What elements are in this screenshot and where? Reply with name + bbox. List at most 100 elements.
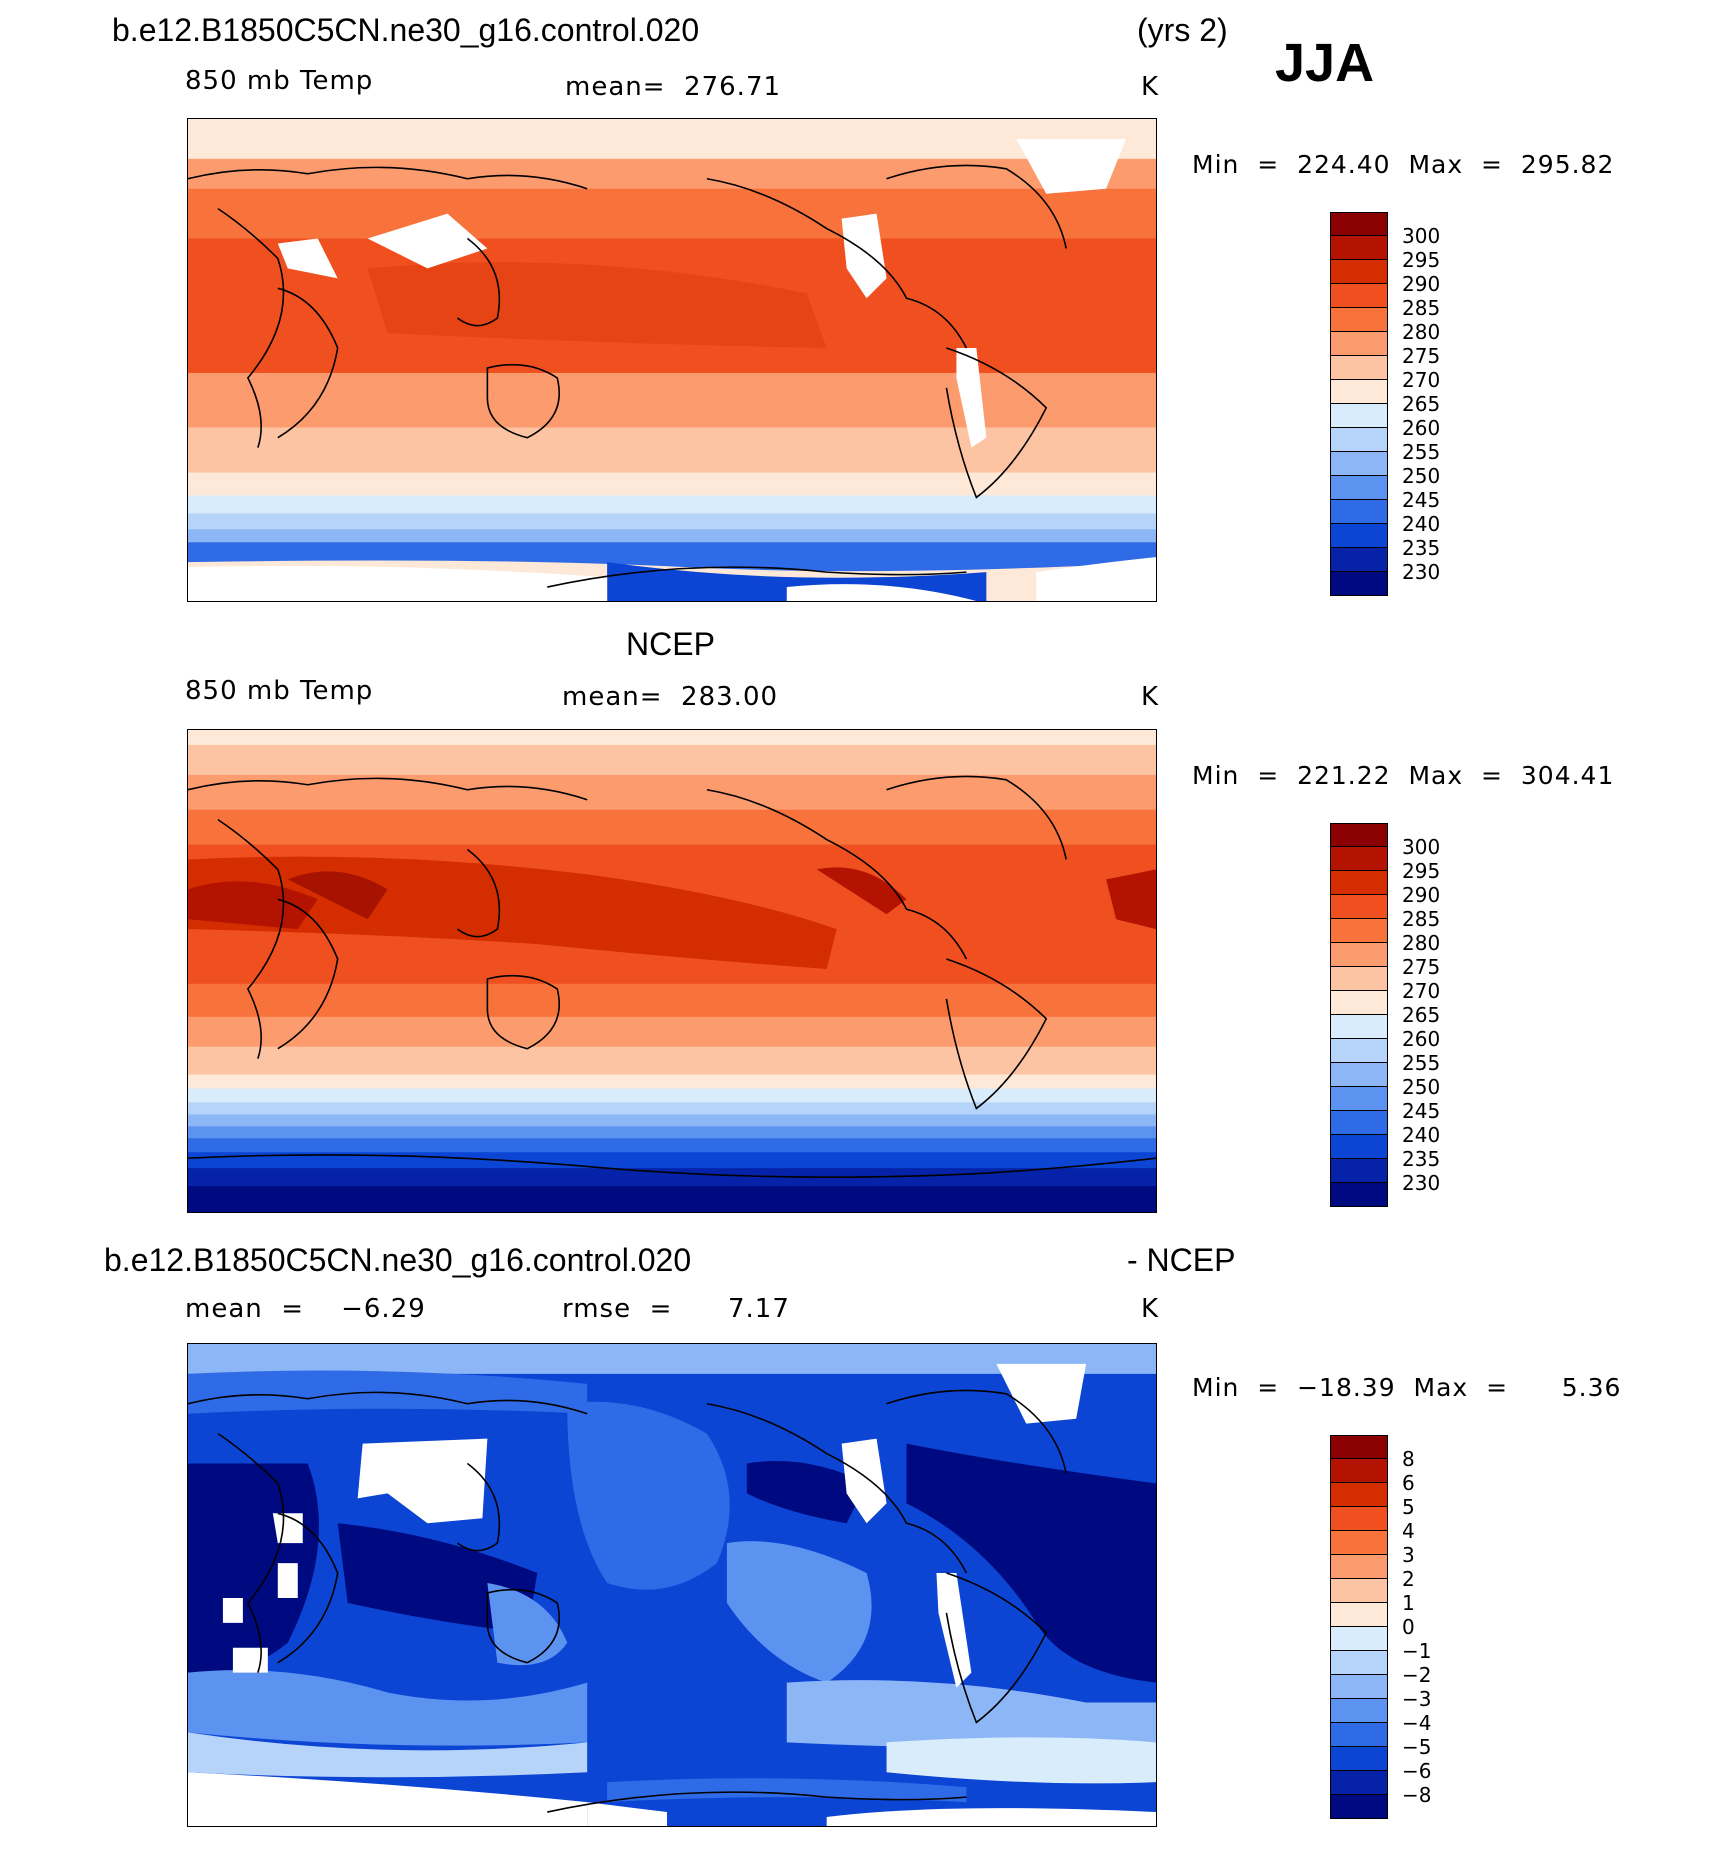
colorbar-swatch [1330,260,1388,284]
colorbar-label: 2 [1402,1567,1415,1591]
colorbar-label: 3 [1402,1543,1415,1567]
colorbar-swatch [1330,1651,1388,1675]
colorbar-swatch [1330,524,1388,548]
colorbar-swatch [1330,919,1388,943]
colorbar-label: 235 [1402,1147,1441,1171]
colorbar-swatch [1330,1675,1388,1699]
colorbar-label: 270 [1402,368,1441,392]
colorbar-swatch [1330,1459,1388,1483]
map-panel-difference [187,1343,1157,1827]
colorbar-swatch [1330,212,1388,236]
colorbar-swatch [1330,332,1388,356]
colorbar-label: 260 [1402,416,1441,440]
colorbar-swatch [1330,1039,1388,1063]
colorbar-label: 240 [1402,512,1441,536]
colorbar-label: −2 [1402,1663,1432,1687]
colorbar-label: −6 [1402,1759,1432,1783]
colorbar-swatch [1330,1795,1388,1819]
colorbar-swatch [1330,380,1388,404]
colorbar-label: 280 [1402,320,1441,344]
map-panel-model [187,118,1157,602]
colorbar-swatch [1330,1063,1388,1087]
colorbar-label: 275 [1402,344,1441,368]
colorbar-label: 295 [1402,859,1441,883]
ncep-temperature-map [188,730,1156,1212]
colorbar-swatch [1330,1507,1388,1531]
panel1-units: K [1141,72,1160,102]
colorbar-label: 280 [1402,931,1441,955]
panel2-minmax: Min = 221.22 Max = 304.41 [1192,761,1615,790]
colorbar-swatch [1330,308,1388,332]
colorbar-swatch [1330,895,1388,919]
panel1-minmax: Min = 224.40 Max = 295.82 [1192,150,1615,179]
colorbar-swatch [1330,1531,1388,1555]
panel3-mean: mean = −6.29 [185,1294,426,1324]
case-title: b.e12.B1850C5CN.ne30_g16.control.020 [112,12,700,48]
colorbar-label: 1 [1402,1591,1415,1615]
colorbar-label: 290 [1402,272,1441,296]
colorbar-label: 285 [1402,296,1441,320]
colorbar-label: −8 [1402,1783,1432,1807]
colorbar-swatch [1330,1699,1388,1723]
colorbar-label: 245 [1402,488,1441,512]
colorbar-swatch [1330,1435,1388,1459]
colorbar-label: 4 [1402,1519,1415,1543]
colorbar-label: 255 [1402,440,1441,464]
colorbar-swatch [1330,548,1388,572]
colorbar-label: 270 [1402,979,1441,1003]
colorbar-label: 5 [1402,1495,1415,1519]
colorbar-label: 265 [1402,1003,1441,1027]
colorbar-label: 255 [1402,1051,1441,1075]
season-label: JJA [1275,33,1375,93]
colorbar-label: 300 [1402,224,1441,248]
colorbar-label: 245 [1402,1099,1441,1123]
colorbar-label: 290 [1402,883,1441,907]
colorbar-swatch [1330,1747,1388,1771]
colorbar-swatch [1330,452,1388,476]
colorbar-label: −4 [1402,1711,1432,1735]
colorbar-swatch [1330,356,1388,380]
colorbar-swatch [1330,967,1388,991]
panel2-title: NCEP [626,626,715,662]
colorbar-label: 230 [1402,560,1441,584]
panel3-rmse: rmse = 7.17 [562,1294,790,1324]
colorbar-swatch [1330,847,1388,871]
colorbar-swatch [1330,823,1388,847]
colorbar-swatch [1330,1579,1388,1603]
colorbar-label: 240 [1402,1123,1441,1147]
colorbar-swatch [1330,871,1388,895]
panel1-mean: mean= 276.71 [565,72,782,102]
colorbar-label: −3 [1402,1687,1432,1711]
colorbar-label: 300 [1402,835,1441,859]
colorbar-swatch [1330,1135,1388,1159]
colorbar-swatch [1330,991,1388,1015]
colorbar-label: 230 [1402,1171,1441,1195]
colorbar-swatch [1330,1483,1388,1507]
colorbar-label: 235 [1402,536,1441,560]
colorbar-swatch [1330,1159,1388,1183]
model-temperature-map [188,119,1156,601]
colorbar-swatch [1330,476,1388,500]
panel2-units: K [1141,682,1160,712]
difference-map [188,1344,1156,1826]
colorbar-label: 265 [1402,392,1441,416]
colorbar-label: 250 [1402,1075,1441,1099]
colorbar-label: 0 [1402,1615,1415,1639]
colorbar-swatch [1330,1555,1388,1579]
colorbar-swatch [1330,428,1388,452]
colorbar-swatch [1330,1603,1388,1627]
colorbar-label: 250 [1402,464,1441,488]
colorbar-swatch [1330,500,1388,524]
colorbar-swatch [1330,1183,1388,1207]
colorbar-swatch [1330,1723,1388,1747]
colorbar-label: 260 [1402,1027,1441,1051]
panel2-variable: 850 mb Temp [185,676,374,706]
colorbar-label: 8 [1402,1447,1415,1471]
colorbar-swatch [1330,1627,1388,1651]
colorbar-swatch [1330,1111,1388,1135]
panel3-title: b.e12.B1850C5CN.ne30_g16.control.020 [104,1242,692,1278]
panel2-mean: mean= 283.00 [562,682,779,712]
years-label: (yrs 2) [1137,12,1228,48]
colorbar-label: 295 [1402,248,1441,272]
colorbar-swatch [1330,943,1388,967]
